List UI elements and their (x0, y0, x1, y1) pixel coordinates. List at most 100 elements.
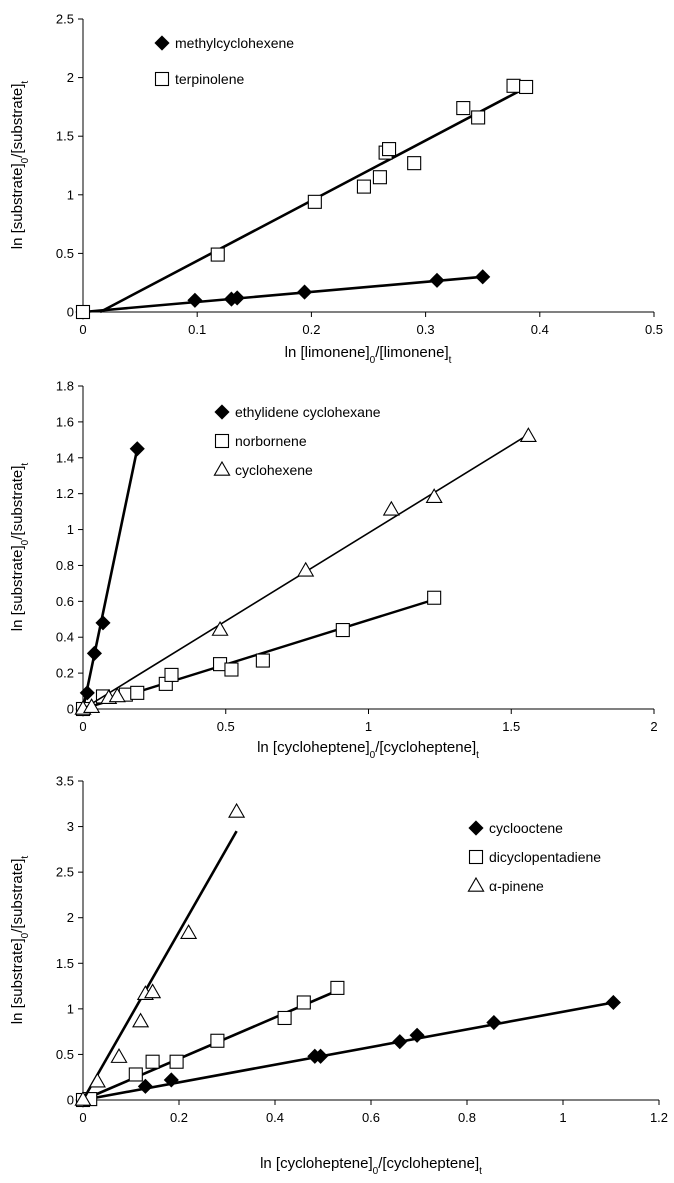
y-axis-label: ln [substrate]0/[substrate]t (9, 856, 31, 1025)
x-tick-label: 0 (79, 1110, 86, 1125)
data-point (372, 170, 387, 185)
x-axis-label: ln [cycloheptene]0/[cycloheptene]t (260, 1155, 482, 1177)
y-tick-label: 1.6 (56, 414, 74, 429)
data-point (330, 980, 345, 995)
y-axis-label: ln [substrate]0/[substrate]t (9, 81, 31, 250)
legend-entry: methylcyclohexene (154, 35, 294, 51)
data-point (210, 1033, 225, 1048)
data-point (187, 292, 203, 308)
y-tick-label: 2.5 (56, 12, 74, 27)
data-point (255, 653, 270, 668)
chart-1: 0 0.5 1 1.5 2 2.5 0 0.1 0.2 0.3 0.4 0.5 ln [limonene… (9, 12, 663, 366)
y-tick-label: 1 (67, 1001, 74, 1016)
data-point (137, 1078, 153, 1094)
x-tick-label: 0.6 (362, 1110, 380, 1125)
data-point (427, 590, 442, 605)
data-point (129, 441, 145, 457)
y-tick-label: 1 (67, 187, 74, 202)
data-point (169, 1054, 184, 1069)
data-point (163, 1072, 179, 1088)
y-tick-label: 0 (67, 1093, 74, 1108)
legend-label: dicyclopentadiene (489, 849, 601, 865)
data-point (228, 802, 246, 818)
data-point (506, 78, 521, 93)
data-point (471, 110, 486, 125)
y-tick-label: 1.4 (56, 450, 74, 465)
data-point (144, 983, 162, 999)
fit-line (81, 830, 238, 1101)
x-tick-label: 1 (559, 1110, 566, 1125)
x-tick-label: 0 (79, 322, 86, 337)
data-point (108, 687, 126, 703)
series-2 (75, 980, 345, 1108)
data-point (382, 500, 400, 516)
y-tick-label: 3.5 (56, 774, 74, 789)
legend-label: terpinolene (175, 71, 244, 87)
data-point (313, 1048, 329, 1064)
data-point (356, 179, 371, 194)
legend-marker (467, 876, 485, 892)
chart-3: 0 0.5 1 1.5 2 2.5 3 3.5 0 0.2 0.4 0.6 0.8 1 1.2 ln [cyc… (9, 774, 668, 1177)
fit-line (82, 989, 338, 1102)
data-point (425, 488, 443, 504)
data-point (210, 247, 225, 262)
series-2 (75, 590, 442, 717)
data-point (407, 156, 422, 171)
data-point (86, 645, 102, 661)
data-point (296, 284, 313, 300)
data-point (296, 995, 311, 1010)
legend-label: cyclohexene (235, 462, 313, 478)
x-tick-label: 0.1 (188, 322, 206, 337)
y-tick-label: 1 (67, 522, 74, 537)
legend-label: α-pinene (489, 878, 544, 894)
x-tick-label: 0.2 (170, 1110, 188, 1125)
fit-line (81, 448, 139, 710)
data-point (229, 290, 245, 306)
legend-marker (213, 460, 231, 476)
y-tick-label: 1.8 (56, 379, 74, 394)
x-tick-label: 0.4 (266, 1110, 284, 1125)
fit-line (82, 275, 483, 314)
data-point (486, 1014, 502, 1031)
x-tick-label: 1.5 (502, 719, 520, 734)
legend-marker (468, 820, 484, 836)
legend-label: cyclooctene (489, 820, 563, 836)
y-tick-label: 0.2 (56, 666, 74, 681)
data-point (519, 427, 537, 442)
legend-entry: α-pinene (467, 876, 544, 894)
legend-marker (154, 71, 170, 87)
series-2 (75, 78, 534, 320)
data-point (75, 304, 91, 320)
y-tick-label: 0.4 (56, 630, 74, 645)
legend-entry: cyclohexene (213, 460, 313, 478)
data-point (297, 561, 315, 577)
data-point (409, 1027, 425, 1043)
y-tick-label: 3 (67, 819, 74, 834)
data-point (128, 1067, 143, 1082)
data-point (277, 1010, 292, 1026)
data-point (382, 142, 397, 157)
x-tick-label: 0.8 (458, 1110, 476, 1125)
legend-entry: terpinolene (154, 71, 244, 87)
y-tick-label: 0.6 (56, 594, 74, 609)
legend-label: methylcyclohexene (175, 35, 294, 51)
data-point (429, 272, 445, 288)
x-tick-label: 1 (365, 719, 372, 734)
legend-marker (214, 433, 230, 449)
x-tick-label: 0.2 (302, 322, 320, 337)
x-tick-label: 1.2 (650, 1110, 668, 1125)
legend-marker (214, 404, 230, 420)
legend-label: norbornene (235, 433, 307, 449)
x-tick-label: 0.4 (531, 322, 549, 337)
data-point (83, 698, 101, 713)
x-tick-label: 0 (79, 719, 86, 734)
data-point (88, 1072, 106, 1088)
y-tick-label: 2 (67, 910, 74, 925)
y-tick-label: 1.2 (56, 486, 74, 501)
x-axis-label: ln [limonene]0/[limonene]t (285, 344, 452, 366)
data-point (132, 1012, 150, 1028)
data-point (211, 620, 229, 636)
chart-2: 0 0.2 0.4 0.6 0.8 1 1.2 1.4 1.6 1.8 0 0.5 1 1.5 2 ln [c… (9, 379, 658, 761)
y-tick-label: 2.5 (56, 865, 74, 880)
